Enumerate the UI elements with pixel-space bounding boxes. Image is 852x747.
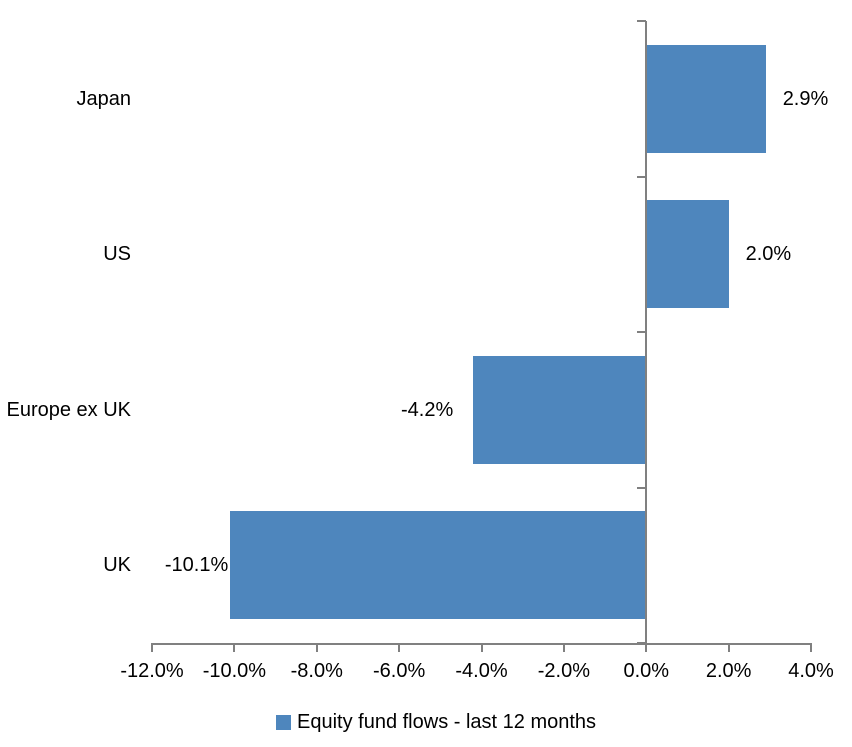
x-axis-tick: [480, 643, 483, 652]
y-axis-line: [645, 21, 648, 652]
x-tick-label: -8.0%: [290, 660, 343, 682]
x-axis-tick: [151, 643, 153, 652]
x-axis-tick: [562, 643, 565, 652]
x-axis-tick: [315, 643, 318, 652]
x-axis-tick: [645, 643, 648, 652]
value-label-europe-ex-uk: -4.2%: [401, 398, 454, 421]
value-label-japan: 2.9%: [782, 87, 829, 110]
legend-label: Equity fund flows - last 12 months: [297, 711, 597, 733]
x-tick-label: -2.0%: [537, 660, 590, 682]
category-label-japan: Japan: [76, 87, 132, 110]
x-tick-label: -10.0%: [202, 660, 267, 682]
legend-swatch-icon: [276, 714, 291, 730]
legend: Equity fund flows - last 12 months: [276, 710, 596, 734]
x-tick-label: -12.0%: [120, 660, 184, 682]
category-tick: [637, 20, 647, 22]
x-axis-tick: [727, 643, 730, 652]
x-tick-label: 0.0%: [623, 660, 670, 682]
category-label-us: US: [103, 243, 131, 266]
category-tick: [637, 175, 647, 178]
x-tick-label: -6.0%: [373, 660, 426, 682]
x-tick-label: 2.0%: [705, 660, 752, 682]
value-label-us: 2.0%: [745, 243, 792, 266]
x-tick-label: 4.0%: [788, 660, 834, 682]
x-tick-label: -4.0%: [455, 660, 508, 682]
bar-us: [646, 200, 729, 309]
x-axis-tick: [233, 643, 236, 652]
x-axis-tick: [398, 643, 401, 652]
bar-uk: [230, 511, 647, 620]
category-label-europe-ex-uk: Europe ex UK: [6, 398, 131, 421]
value-label-uk: -10.1%: [164, 554, 229, 577]
category-tick: [637, 331, 647, 333]
bar-japan: [646, 44, 766, 153]
x-axis-tick: [810, 643, 812, 652]
bar-europe-ex-uk: [473, 355, 647, 464]
category-label-uk: UK: [103, 554, 131, 577]
category-tick: [637, 486, 647, 489]
